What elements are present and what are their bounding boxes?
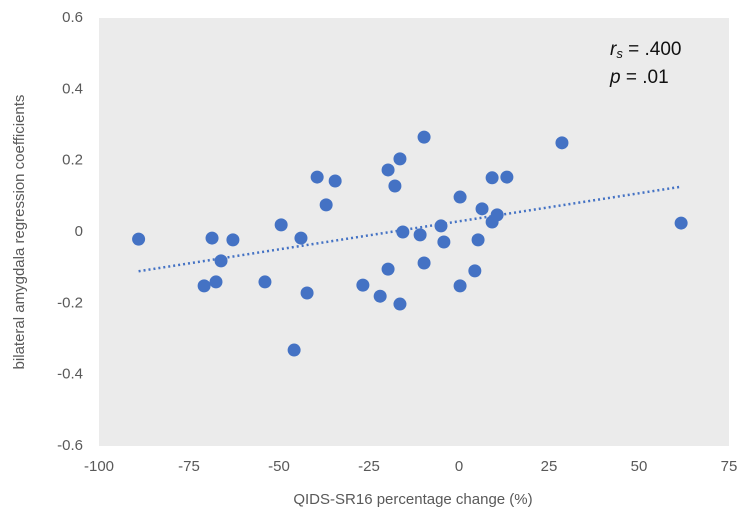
- p-symbol: p: [609, 67, 621, 88]
- point: [209, 275, 223, 289]
- x-axis-title: QIDS-SR16 percentage change (%): [293, 491, 532, 508]
- point: [437, 235, 451, 249]
- annotation-p: p = .01: [609, 67, 669, 88]
- point: [381, 163, 395, 177]
- point: [197, 279, 211, 293]
- point: [396, 225, 410, 239]
- point: [373, 289, 387, 303]
- point: [471, 233, 485, 247]
- point: [258, 275, 272, 289]
- point: [388, 179, 402, 193]
- r-subscript: s: [616, 46, 623, 61]
- p-value: = .01: [621, 67, 669, 88]
- annotation-r: rs = .400: [610, 39, 681, 61]
- point: [287, 343, 301, 357]
- point: [500, 170, 514, 184]
- x-tick-label: 0: [455, 458, 463, 475]
- x-tick-label: 25: [541, 458, 558, 475]
- point: [393, 152, 407, 166]
- point: [434, 219, 448, 233]
- y-tick-label: 0: [75, 223, 83, 240]
- point: [132, 232, 146, 246]
- y-tick-label: -0.6: [57, 437, 83, 454]
- y-tick-label: -0.4: [57, 366, 83, 383]
- y-tick-label: 0.6: [62, 9, 83, 26]
- x-tick-label: -100: [84, 458, 114, 475]
- point: [674, 216, 688, 230]
- point: [226, 233, 240, 247]
- point: [475, 202, 489, 216]
- y-axis-title: bilateral amygdala regression coefficien…: [11, 95, 28, 370]
- point: [319, 198, 333, 212]
- point: [356, 278, 370, 292]
- point: [453, 190, 467, 204]
- point: [393, 297, 407, 311]
- x-tick-label: 75: [721, 458, 738, 475]
- point: [485, 171, 499, 185]
- point: [328, 174, 342, 188]
- point: [490, 208, 504, 222]
- trendline: [138, 185, 682, 273]
- point: [300, 286, 314, 300]
- y-tick-label: 0.4: [62, 80, 83, 97]
- point: [294, 231, 308, 245]
- point: [381, 262, 395, 276]
- point: [205, 231, 219, 245]
- point: [413, 228, 427, 242]
- point: [274, 218, 288, 232]
- x-tick-label: -75: [178, 458, 200, 475]
- y-tick-label: 0.2: [62, 152, 83, 169]
- plot-area: [99, 18, 729, 446]
- point: [468, 264, 482, 278]
- x-tick-label: 50: [631, 458, 648, 475]
- y-tick-label: -0.2: [57, 294, 83, 311]
- point: [555, 136, 569, 150]
- point: [417, 256, 431, 270]
- point: [214, 254, 228, 268]
- point: [417, 130, 431, 144]
- x-tick-label: -50: [268, 458, 290, 475]
- point: [453, 279, 467, 293]
- r-value: = .400: [623, 39, 682, 60]
- r-symbol: r: [610, 39, 617, 60]
- x-tick-label: -25: [358, 458, 380, 475]
- point: [310, 170, 324, 184]
